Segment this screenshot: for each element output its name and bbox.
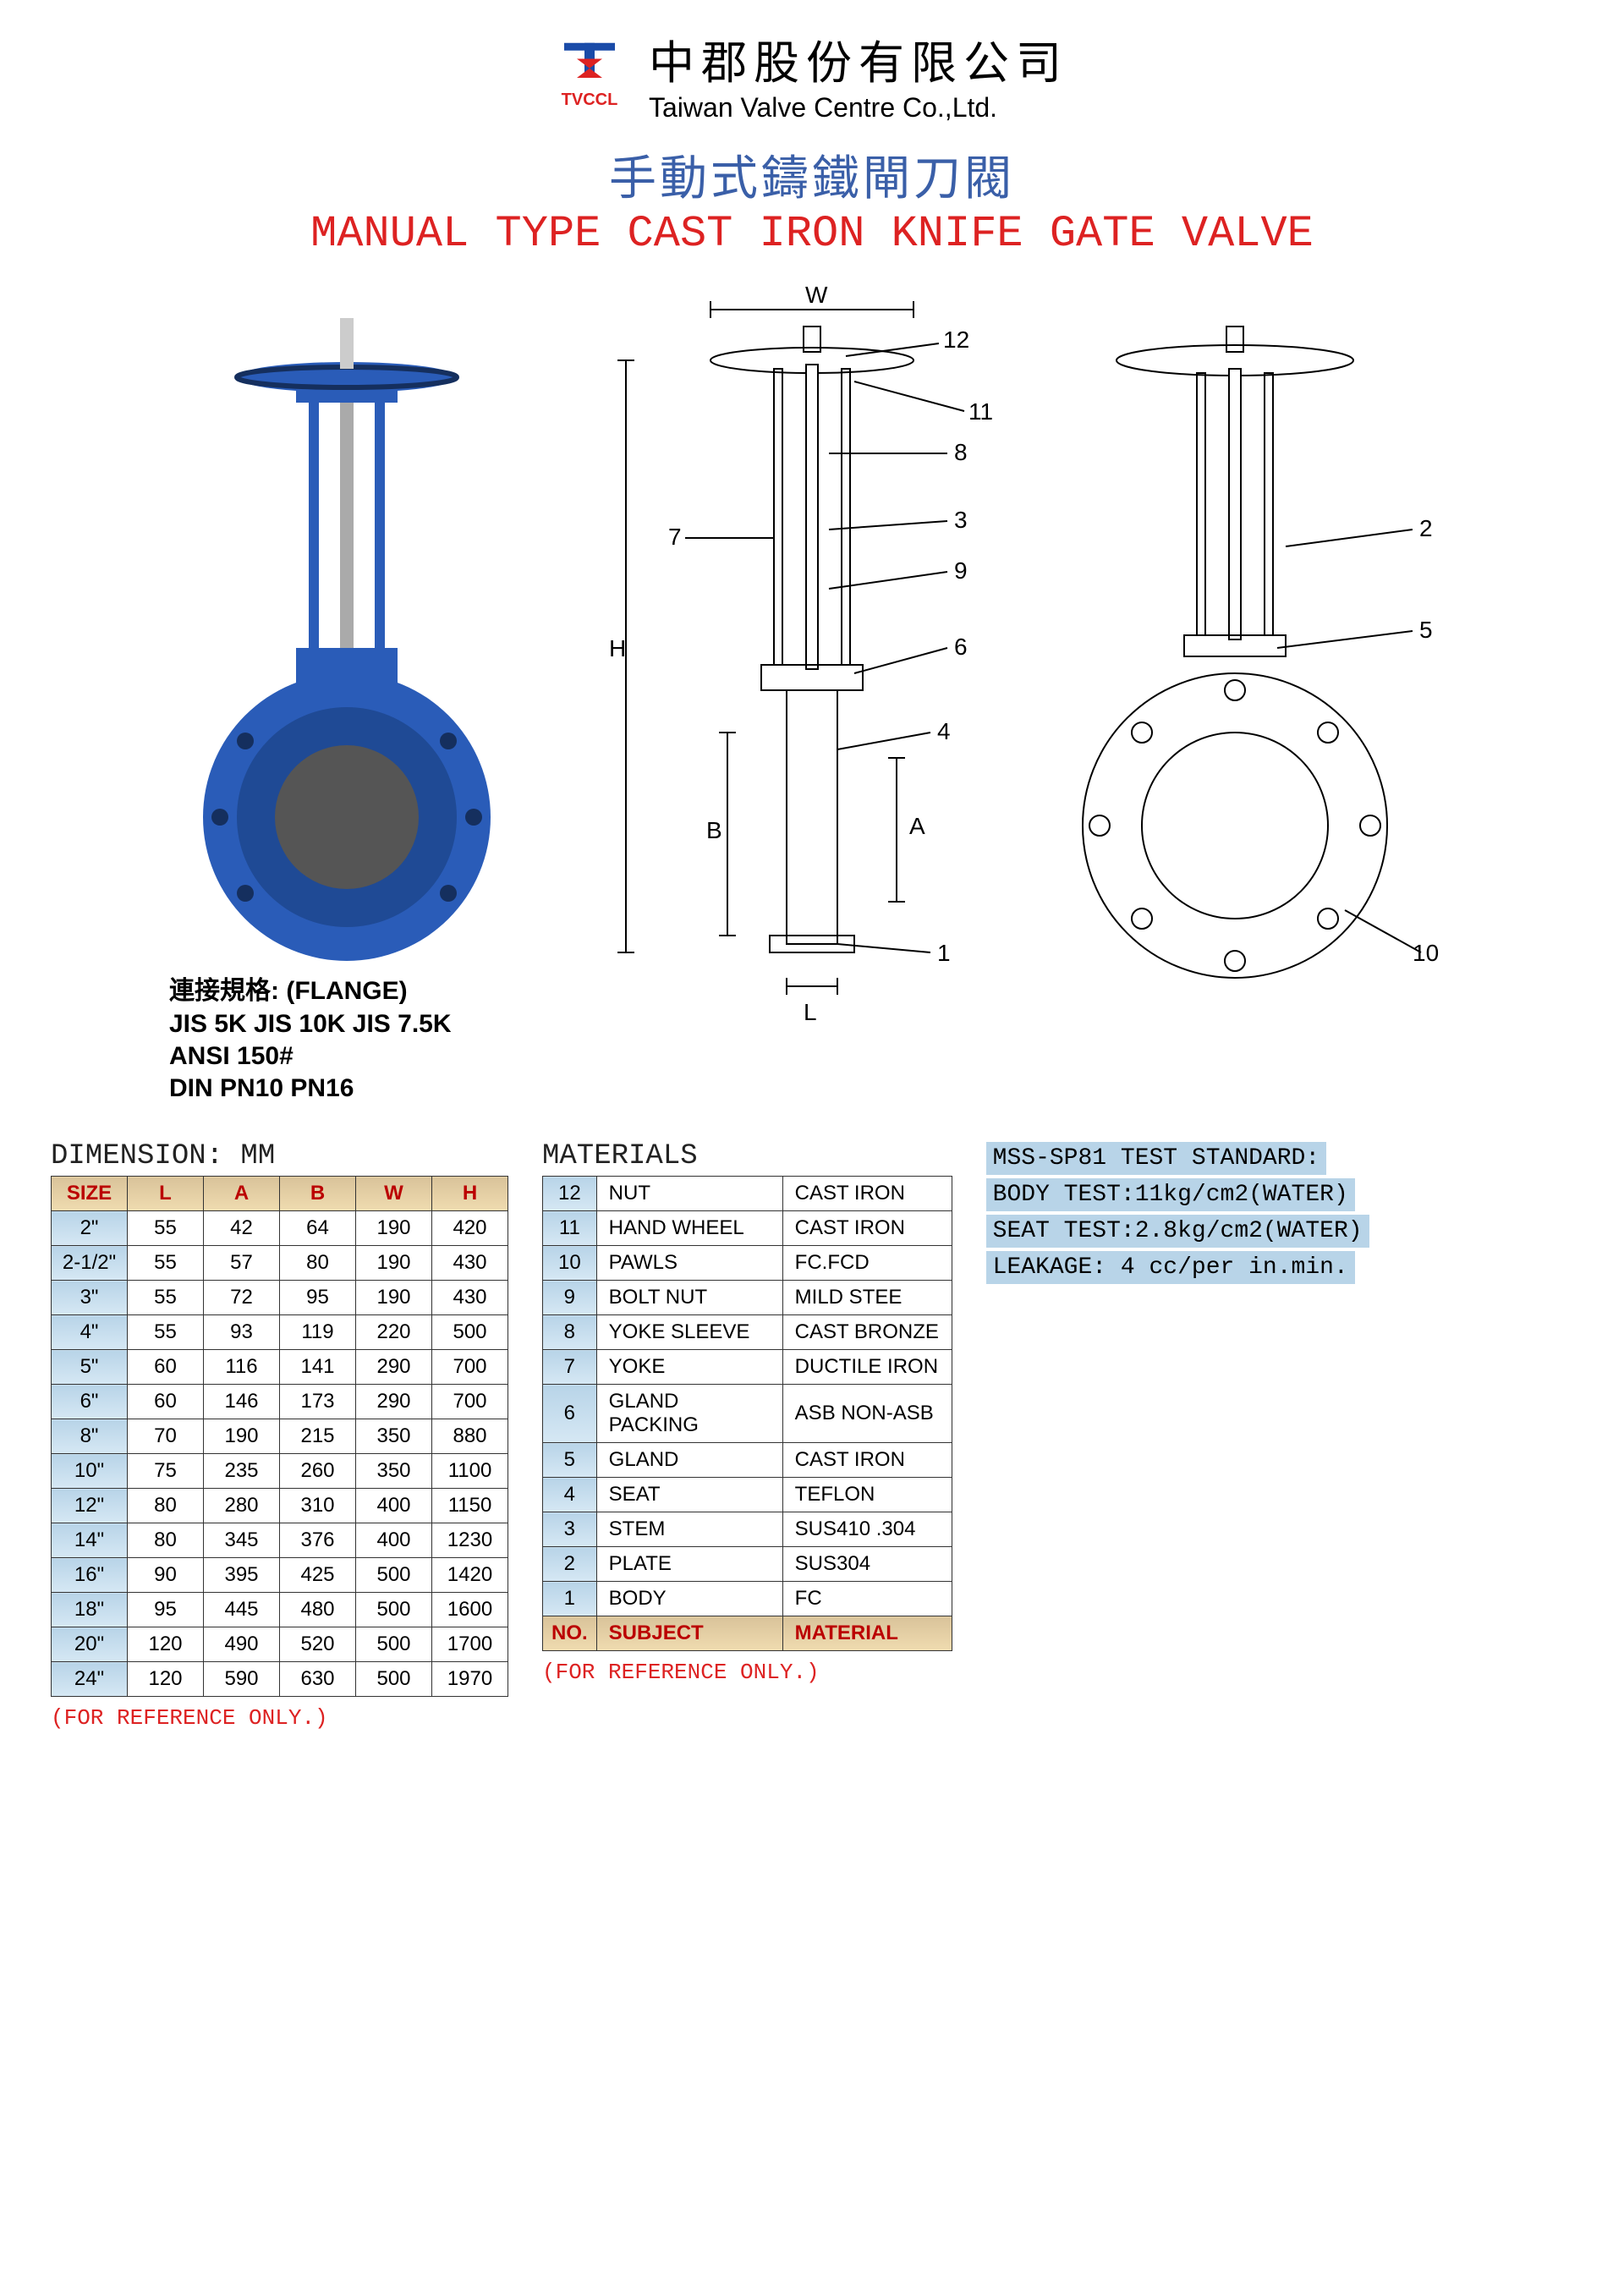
table-row: 20"1204905205001700 [52, 1627, 508, 1662]
callout-8: 8 [954, 439, 968, 465]
teststd-line2: BODY TEST:11kg/cm2(WATER) [986, 1178, 1355, 1211]
table-row: 4"5593119220500 [52, 1315, 508, 1350]
logo-label: TVCCL [562, 91, 618, 110]
company-name-cn: 中郡股份有限公司 [649, 25, 1068, 92]
dim-L: L [804, 999, 817, 1025]
table-row: 10PAWLSFC.FCD [543, 1246, 952, 1281]
table-row: 24"1205906305001970 [52, 1662, 508, 1697]
table-row: 4SEATTEFLON [543, 1478, 952, 1512]
callout-4: 4 [937, 718, 951, 744]
flange-specs: 連接規格: (FLANGE) JIS 5K JIS 10K JIS 7.5K A… [169, 969, 524, 1103]
schematic-section: W H B A L 12 11 8 3 9 6 4 1 7 [558, 284, 1015, 1045]
dimension-table: SIZELABWH 2"5542641904202-1/2"5557801904… [51, 1176, 508, 1697]
callout-12: 12 [943, 327, 969, 353]
dim-col-L: L [128, 1177, 204, 1211]
dim-A: A [909, 813, 925, 839]
callout-9: 9 [954, 557, 968, 584]
company-logo: TVCCL [556, 40, 623, 110]
table-row: 8YOKE SLEEVECAST BRONZE [543, 1315, 952, 1350]
flange-heading: 連接規格: (FLANGE) [169, 969, 524, 1007]
product-photo [169, 284, 524, 961]
dim-col-A: A [204, 1177, 280, 1211]
materials-block: MATERIALS 12NUTCAST IRON11HAND WHEELCAST… [542, 1140, 952, 1685]
table-row: 14"803453764001230 [52, 1523, 508, 1558]
table-row: 2PLATESUS304 [543, 1547, 952, 1582]
product-title-en: MANUAL TYPE CAST IRON KNIFE GATE VALVE [51, 209, 1573, 259]
callout-2: 2 [1419, 515, 1433, 541]
table-row: 11HAND WHEELCAST IRON [543, 1211, 952, 1246]
callout-6: 6 [954, 634, 968, 660]
callout-5: 5 [1419, 617, 1433, 643]
schematic-front: 2 5 10 [1049, 284, 1455, 1045]
dim-col-W: W [356, 1177, 432, 1211]
dim-B: B [706, 817, 722, 843]
flange-line2: ANSI 150# [169, 1042, 524, 1071]
table-row: 9BOLT NUTMILD STEE [543, 1281, 952, 1315]
table-row: 7YOKEDUCTILE IRON [543, 1350, 952, 1385]
table-row: 5GLANDCAST IRON [543, 1443, 952, 1478]
table-row: 3STEMSUS410 .304 [543, 1512, 952, 1547]
table-row: 6"60146173290700 [52, 1385, 508, 1419]
table-row: 3"557295190430 [52, 1281, 508, 1315]
dim-W: W [805, 284, 828, 308]
teststd-line1: MSS-SP81 TEST STANDARD: [986, 1142, 1326, 1175]
product-title-cn: 手動式鑄鐵閘刀閥 [51, 140, 1573, 209]
test-standard-block: MSS-SP81 TEST STANDARD: BODY TEST:11kg/c… [986, 1140, 1369, 1286]
callout-7: 7 [668, 524, 682, 550]
flange-line1: JIS 5K JIS 10K JIS 7.5K [169, 1010, 524, 1039]
callout-11: 11 [968, 398, 993, 425]
logo-mark-icon [556, 40, 623, 91]
table-row: 12"802803104001150 [52, 1489, 508, 1523]
table-row: 18"954454805001600 [52, 1593, 508, 1627]
table-row: 2"554264190420 [52, 1211, 508, 1246]
table-row: 2-1/2"555780190430 [52, 1246, 508, 1281]
dimension-block: DIMENSION: MM SIZELABWH 2"5542641904202-… [51, 1140, 508, 1731]
product-photo-column: 連接規格: (FLANGE) JIS 5K JIS 10K JIS 7.5K A… [169, 284, 524, 1106]
table-row: 16"903954255001420 [52, 1558, 508, 1593]
flange-line3: DIN PN10 PN16 [169, 1074, 524, 1103]
callout-1: 1 [937, 940, 951, 966]
table-row: 5"60116141290700 [52, 1350, 508, 1385]
table-row: 12NUTCAST IRON [543, 1177, 952, 1211]
lower-section: DIMENSION: MM SIZELABWH 2"5542641904202-… [51, 1140, 1573, 1731]
table-row: 1BODYFC [543, 1582, 952, 1616]
company-name-en: Taiwan Valve Centre Co.,Ltd. [649, 92, 1068, 123]
dim-col-B: B [280, 1177, 356, 1211]
callout-3: 3 [954, 507, 968, 533]
company-header: TVCCL 中郡股份有限公司 Taiwan Valve Centre Co.,L… [51, 25, 1573, 123]
table-row: 8"70190215350880 [52, 1419, 508, 1454]
dim-col-SIZE: SIZE [52, 1177, 128, 1211]
teststd-line4: LEAKAGE: 4 cc/per in.min. [986, 1251, 1355, 1284]
materials-title: MATERIALS [542, 1140, 952, 1172]
dim-H: H [609, 635, 626, 661]
teststd-line3: SEAT TEST:2.8kg/cm2(WATER) [986, 1215, 1369, 1248]
table-row: 6GLAND PACKINGASB NON-ASB [543, 1385, 952, 1443]
materials-header-row: NO.SUBJECTMATERIAL [543, 1616, 952, 1651]
dim-col-H: H [432, 1177, 508, 1211]
dimension-ref-note: (FOR REFERENCE ONLY.) [51, 1705, 508, 1731]
materials-ref-note: (FOR REFERENCE ONLY.) [542, 1660, 952, 1685]
company-names: 中郡股份有限公司 Taiwan Valve Centre Co.,Ltd. [649, 25, 1068, 123]
dimension-title: DIMENSION: MM [51, 1140, 508, 1172]
materials-table: 12NUTCAST IRON11HAND WHEELCAST IRON10PAW… [542, 1176, 952, 1651]
callout-10: 10 [1413, 940, 1439, 966]
table-row: 10"752352603501100 [52, 1454, 508, 1489]
diagram-row: 連接規格: (FLANGE) JIS 5K JIS 10K JIS 7.5K A… [51, 284, 1573, 1106]
